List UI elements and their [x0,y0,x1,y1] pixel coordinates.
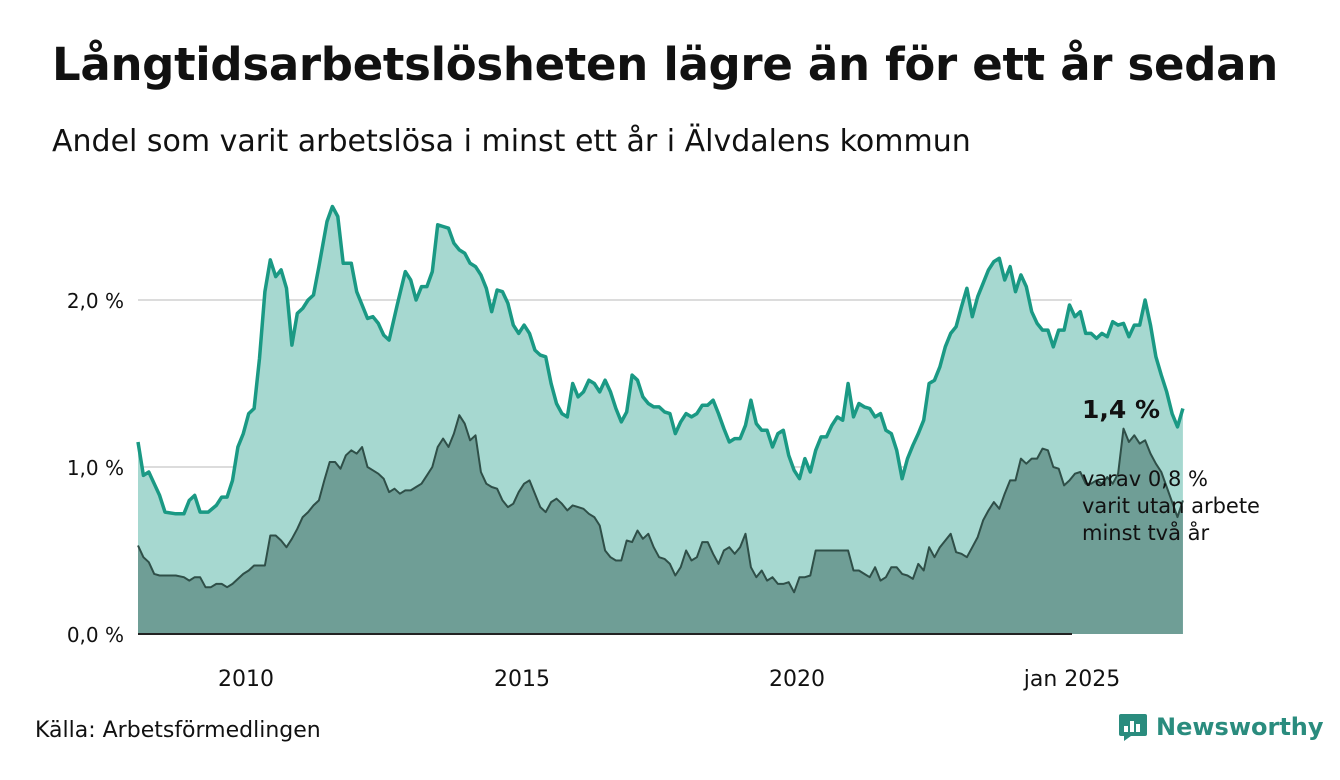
series-twoyear-area [138,415,1183,634]
x-tick-label-0: 2010 [218,667,274,692]
x-tick-label-3: jan 2025 [1023,667,1121,692]
y-tick-label-0: 0,0 % [67,623,124,647]
area-chart: 0,0 % 1,0 % 2,0 % 2010 2015 2020 jan 2025 1,4 %… [67,204,1260,692]
series-total-line [136,204,1185,516]
annotation-twoyear-line-1: varit utan arbete [1082,494,1260,518]
annotation-twoyear-line-2: minst två år [1082,520,1210,545]
annotation-twoyear-line-0: varav 0,8 % [1082,467,1208,491]
series-twoyear-line [137,414,1184,594]
chart-subtitle: Andel som varit arbetslösa i minst ett å… [52,124,971,159]
source-note: Källa: Arbetsförmedlingen [35,718,321,743]
chart-title: Långtidsarbetslösheten lägre än för ett … [52,38,1278,91]
chart-bubble-icon [1119,714,1147,741]
y-tick-label-2: 2,0 % [67,289,124,313]
y-tick-label-1: 1,0 % [67,456,124,480]
annotation-total-value: 1,4 % [1082,395,1160,424]
x-tick-label-2: 2020 [769,667,825,692]
x-tick-label-1: 2015 [494,667,550,692]
brand-logo: Newsworthy [1118,712,1324,742]
brand-name: Newsworthy [1156,713,1324,741]
